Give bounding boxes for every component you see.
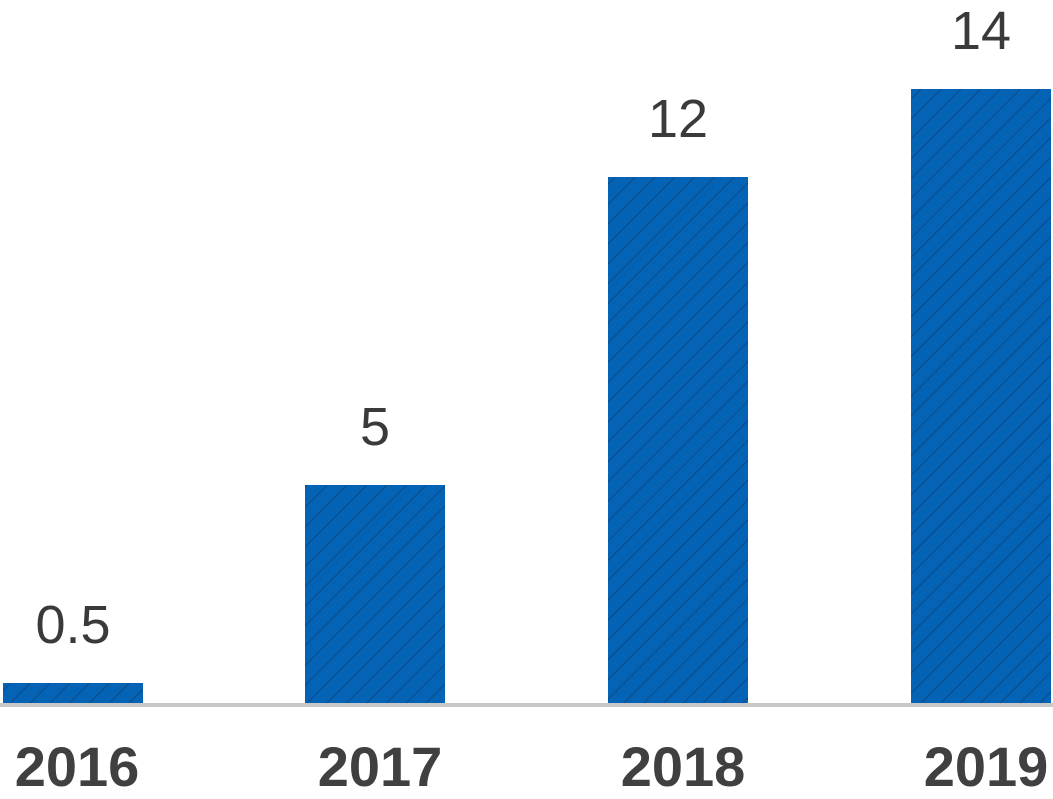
x-tick-label-2016: 2016 bbox=[15, 735, 140, 798]
value-label-2019: 14 bbox=[951, 1, 1011, 61]
bar-2019 bbox=[911, 89, 1051, 705]
value-labels: 0.5 5 12 14 bbox=[35, 1, 1011, 655]
value-label-2017: 5 bbox=[360, 397, 390, 457]
x-tick-labels: 2016 2017 2018 2019 bbox=[15, 735, 1049, 798]
bar-2016 bbox=[3, 683, 143, 705]
x-tick-label-2017: 2017 bbox=[318, 735, 443, 798]
value-label-2016: 0.5 bbox=[35, 595, 110, 655]
bar-2018 bbox=[608, 177, 748, 705]
bar-2017 bbox=[305, 485, 445, 705]
x-tick-label-2018: 2018 bbox=[621, 735, 746, 798]
value-label-2018: 12 bbox=[648, 89, 708, 149]
x-tick-label-2019: 2019 bbox=[924, 735, 1049, 798]
bars bbox=[3, 89, 1051, 705]
